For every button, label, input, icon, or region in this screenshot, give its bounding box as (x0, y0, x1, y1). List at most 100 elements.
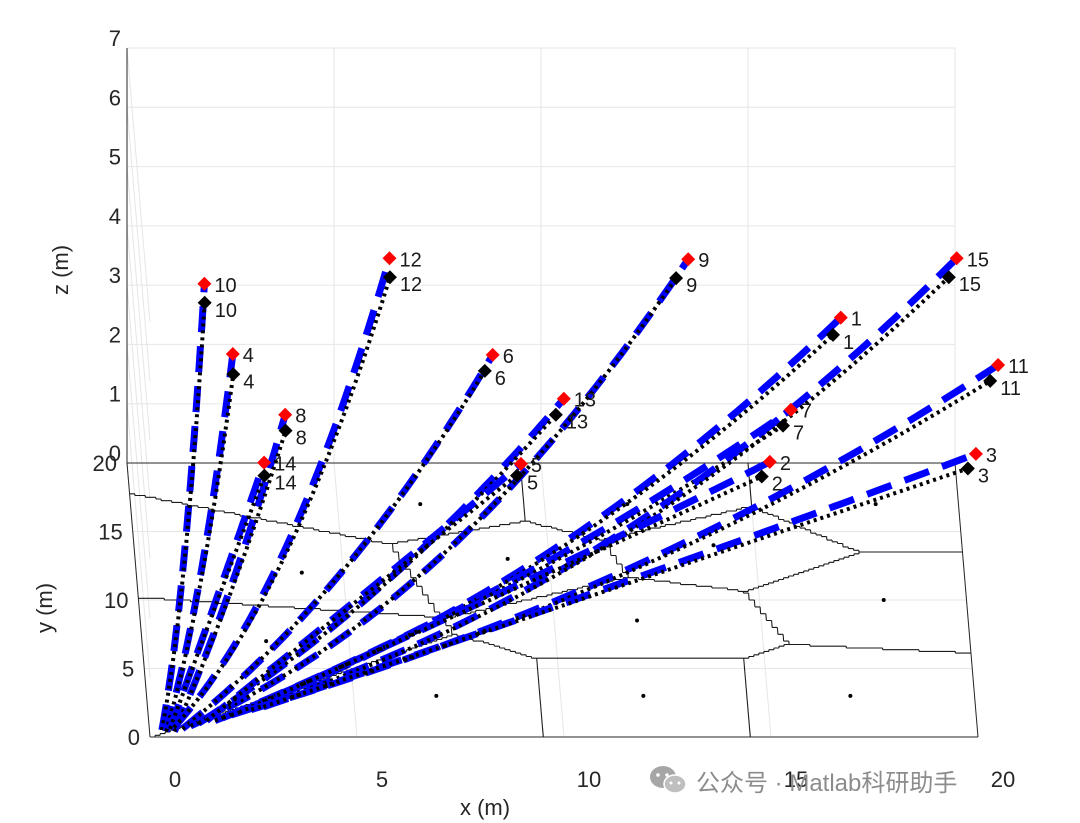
planned-path-uav-7 (221, 406, 793, 722)
planned-path-uav-3 (262, 450, 978, 711)
final-marker-uav-5 (510, 468, 524, 483)
final-label-uav-2: 2 (772, 473, 783, 495)
planned-path-uav-15 (229, 255, 960, 719)
target-marker-uav-1 (833, 310, 848, 325)
target-label-uav-2: 2 (780, 453, 791, 475)
final-marker-uav-9 (669, 271, 684, 286)
y-tick-label: 5 (122, 657, 134, 682)
z-tick-label: 5 (109, 145, 121, 170)
voronoi-seed (711, 543, 716, 548)
final-label-uav-5: 5 (527, 473, 538, 495)
final-marker-uav-8 (278, 423, 293, 438)
target-marker-uav-2 (762, 454, 777, 469)
z-tick-label: 4 (109, 204, 121, 229)
target-label-uav-10: 10 (214, 275, 236, 297)
actual-path-uav-11 (250, 379, 992, 712)
target-marker-uav-9 (681, 252, 696, 267)
target-marker-uav-7 (783, 402, 798, 417)
voronoi-seed (299, 570, 304, 575)
target-label-uav-7: 7 (801, 401, 812, 423)
path-layer (158, 255, 1001, 733)
voronoi-seed (264, 639, 269, 644)
final-label-uav-6: 6 (495, 368, 506, 390)
target-label-uav-14: 14 (274, 454, 296, 476)
target-label-uav-9: 9 (698, 250, 709, 272)
z-tick-label: 0 (109, 441, 121, 466)
actual-path-uav-10 (159, 302, 207, 731)
final-label-uav-9: 9 (686, 275, 697, 297)
target-label-uav-12: 12 (400, 249, 422, 271)
target-label-uav-4: 4 (243, 345, 254, 367)
z-tick-label: 1 (109, 382, 121, 407)
target-marker-uav-14 (257, 455, 272, 470)
actual-path-uav-14 (168, 474, 267, 730)
axis-line (126, 462, 151, 738)
grid-layer (126, 47, 979, 738)
final-label-uav-7: 7 (793, 423, 804, 445)
target-marker-uav-11 (991, 358, 1006, 372)
final-label-uav-1: 1 (843, 332, 854, 354)
target-label-uav-15: 15 (967, 249, 989, 271)
actual-path-uav-3 (262, 466, 969, 709)
z-axis-title: z (m) (48, 245, 73, 295)
grid-line-z-side (126, 107, 151, 382)
target-marker-uav-6 (485, 347, 500, 362)
target-marker-uav-12 (382, 251, 397, 266)
grid-line-z-side (126, 403, 151, 678)
final-label-uav-15: 15 (959, 274, 981, 296)
final-marker-uav-15 (941, 270, 956, 285)
final-marker-uav-7 (776, 418, 790, 433)
planned-path-uav-13 (196, 396, 567, 727)
grid-line-z-side (126, 344, 151, 619)
planned-path-uav-5 (204, 461, 524, 724)
y-tick-label: 20 (93, 451, 117, 476)
voronoi-seed (418, 502, 423, 507)
marker-layer: 1010448814141212669913135511771515221111… (197, 249, 1029, 495)
z-tick-label: 3 (109, 263, 121, 288)
watermark: 公众号 · Matlab科研助手 (648, 762, 957, 798)
actual-path-uav-2 (238, 474, 763, 715)
actual-path-uav-9 (189, 276, 678, 728)
y-axis-title: y (m) (32, 583, 57, 633)
y-tick-label: 15 (98, 520, 122, 545)
planned-path-uav-8 (171, 413, 289, 733)
final-label-uav-11: 11 (1000, 378, 1021, 400)
voronoi-seed (635, 618, 640, 623)
actual-path-uav-5 (205, 474, 519, 723)
grid-line-z-side (126, 285, 151, 560)
voronoi-seed (434, 693, 439, 698)
x-tick-label: 0 (169, 767, 181, 792)
voronoi-seed (641, 693, 646, 698)
final-label-uav-4: 4 (243, 371, 254, 393)
final-marker-uav-12 (382, 270, 397, 285)
final-marker-uav-4 (226, 367, 241, 382)
final-marker-uav-13 (548, 407, 563, 422)
target-label-uav-3: 3 (986, 445, 997, 467)
voronoi-seed (625, 502, 630, 507)
target-marker-uav-13 (556, 391, 571, 406)
y-tick-label: 10 (104, 588, 128, 613)
x-tick-label: 15 (784, 767, 808, 792)
x-tick-label: 5 (376, 767, 388, 792)
final-marker-uav-3 (960, 461, 975, 476)
target-label-uav-6: 6 (503, 346, 514, 368)
x-tick-label: 10 (577, 767, 601, 792)
grid-line-z-side (126, 47, 151, 323)
target-label-uav-1: 1 (851, 309, 862, 331)
target-marker-uav-10 (197, 276, 212, 291)
z-tick-label: 7 (109, 26, 121, 51)
final-marker-uav-2 (754, 469, 769, 484)
target-marker-uav-3 (968, 446, 983, 461)
final-marker-uav-14 (257, 468, 272, 483)
actual-path-uav-13 (197, 413, 558, 725)
z-tick-label: 6 (109, 85, 121, 110)
watermark-text: 公众号 · Matlab科研助手 (696, 769, 958, 797)
wechat-icon (648, 764, 688, 796)
planned-path-uav-11 (250, 362, 1001, 713)
actual-path-uav-15 (230, 275, 951, 718)
voronoi-seed (505, 556, 510, 561)
grid-line-z-side (126, 225, 151, 500)
final-marker-uav-10 (197, 295, 212, 310)
final-label-uav-3: 3 (978, 465, 989, 487)
